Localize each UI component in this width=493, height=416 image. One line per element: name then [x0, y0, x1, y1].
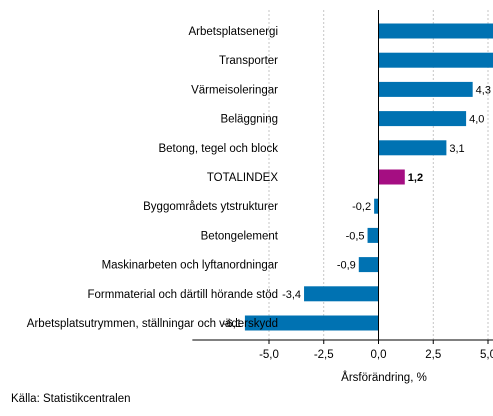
bar	[244, 315, 379, 331]
bar	[304, 286, 379, 302]
bar	[378, 111, 467, 127]
value-labels: 7,45,34,34,03,11,2-0,2-0,5-0,9-3,4-6,1	[223, 84, 491, 330]
x-tick-label: 2,5	[425, 349, 441, 361]
value-label: -3,4	[282, 289, 301, 301]
x-tick-label: 5,0	[480, 349, 493, 361]
x-tick-label: 0,0	[371, 349, 387, 361]
value-label: -0,9	[337, 260, 356, 272]
category-label: Arbetsplatsutrymmen, ställningar och väd…	[27, 318, 278, 330]
x-axis-label: Årsförändring, %	[341, 371, 427, 384]
category-label: Betong, tegel och block	[158, 143, 278, 155]
bar	[358, 257, 379, 273]
category-label: TOTALINDEX	[207, 172, 278, 184]
x-tick-labels: -5,0-2,50,02,55,07,5	[259, 349, 493, 361]
x-tick-label: -5,0	[259, 349, 279, 361]
category-labels: Arbetsplatsenergi Transporter Värmeisoleri…	[27, 26, 279, 330]
value-label: 1,2	[408, 172, 423, 184]
axes	[192, 10, 493, 344]
category-label: Maskinarbeten och lyftanordningar	[102, 260, 279, 272]
x-tick-label: -2,5	[314, 349, 334, 361]
bar	[378, 169, 405, 185]
value-label: -0,5	[346, 230, 365, 242]
category-label: Beläggning	[220, 114, 278, 126]
bar	[378, 81, 473, 97]
value-label: 4,0	[469, 114, 484, 126]
value-label: 4,3	[476, 84, 491, 96]
category-label: Betongelement	[201, 230, 279, 242]
category-label: Arbetsplatsenergi	[189, 26, 279, 38]
bar	[367, 227, 379, 243]
bar	[378, 52, 493, 68]
source-note: Källa: Statistikcentralen	[11, 393, 131, 405]
value-label: 3,1	[449, 143, 464, 155]
category-label: Värmeisoleringar	[191, 84, 278, 96]
bar	[378, 23, 493, 39]
bars	[244, 23, 493, 331]
bar	[374, 198, 379, 214]
value-label: -6,1	[223, 318, 242, 330]
category-label: Formmaterial och därtill hörande stöd	[88, 289, 278, 301]
category-label: Transporter	[219, 55, 278, 67]
value-label: -0,2	[352, 201, 371, 213]
grid-lines	[268, 10, 489, 340]
bar	[378, 140, 447, 156]
category-label: Byggområdets ytstrukturer	[143, 201, 278, 213]
